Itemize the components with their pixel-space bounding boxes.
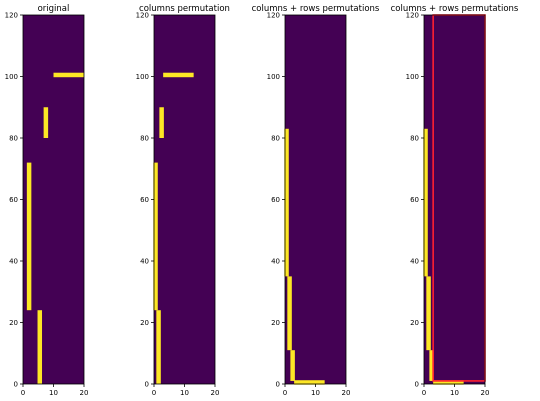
x-tick-label: 20 bbox=[342, 389, 351, 397]
y-tick-label: 60 bbox=[140, 196, 149, 204]
heatmap-segment-2 bbox=[426, 276, 431, 351]
y-tick-label: 100 bbox=[406, 73, 419, 81]
x-tick-label: 20 bbox=[211, 389, 220, 397]
panel-title: columns + rows permutations bbox=[252, 4, 380, 14]
y-tick-label: 0 bbox=[276, 381, 280, 389]
heatmap-background bbox=[285, 15, 346, 384]
panel-title: original bbox=[38, 4, 70, 14]
y-tick-label: 20 bbox=[9, 319, 18, 327]
y-tick-label: 20 bbox=[140, 319, 149, 327]
heatmap-segment-3 bbox=[290, 350, 295, 381]
y-tick-label: 80 bbox=[9, 135, 18, 143]
y-tick-label: 60 bbox=[271, 196, 280, 204]
y-tick-label: 120 bbox=[267, 12, 280, 20]
y-tick-label: 40 bbox=[9, 258, 18, 266]
y-tick-label: 60 bbox=[410, 196, 419, 204]
chart-panel-3: columns + rows permutations 0 10 20 0 20 40 60 8… bbox=[252, 4, 380, 397]
chart-panel-4: columns + rows permutations 0 10 20 0 20 40 60 8… bbox=[391, 4, 519, 397]
y-tick-label: 40 bbox=[140, 258, 149, 266]
heatmap-segment-1 bbox=[153, 162, 158, 311]
heatmap-segment-3 bbox=[43, 107, 49, 138]
y-tick-label: 80 bbox=[140, 135, 149, 143]
heatmap-segment-2 bbox=[287, 276, 292, 351]
y-tick-label: 20 bbox=[410, 319, 419, 327]
panel-title: columns + rows permutations bbox=[391, 4, 519, 14]
y-tick-label: 0 bbox=[415, 381, 419, 389]
y-tick-label: 120 bbox=[5, 12, 18, 20]
heatmap-segment-1 bbox=[423, 128, 428, 277]
y-tick-label: 0 bbox=[145, 381, 149, 389]
y-tick-label: 120 bbox=[136, 12, 149, 20]
x-tick-label: 0 bbox=[422, 389, 426, 397]
y-tick-label: 0 bbox=[14, 381, 18, 389]
x-tick-label: 10 bbox=[311, 389, 320, 397]
x-tick-label: 10 bbox=[49, 389, 58, 397]
y-tick-label: 100 bbox=[136, 73, 149, 81]
heatmap-background bbox=[424, 15, 485, 384]
y-tick-label: 40 bbox=[271, 258, 280, 266]
heatmap-segment-1 bbox=[26, 162, 32, 311]
y-tick-label: 80 bbox=[410, 135, 419, 143]
heatmap-segment-4 bbox=[294, 380, 325, 385]
x-tick-label: 20 bbox=[481, 389, 490, 397]
y-tick-label: 40 bbox=[410, 258, 419, 266]
x-tick-label: 20 bbox=[80, 389, 89, 397]
x-tick-label: 10 bbox=[180, 389, 189, 397]
x-tick-label: 0 bbox=[152, 389, 156, 397]
y-tick-label: 60 bbox=[9, 196, 18, 204]
heatmap-background bbox=[23, 15, 84, 384]
heatmap-segment-4 bbox=[433, 380, 464, 385]
heatmap-segment-1 bbox=[284, 128, 289, 277]
y-tick-label: 100 bbox=[5, 73, 18, 81]
chart-panel-2: columns permutation 0 10 20 0 20 40 60 80 100 120 bbox=[136, 4, 230, 397]
y-tick-label: 100 bbox=[267, 73, 280, 81]
heatmap-segment-2 bbox=[156, 310, 161, 384]
heatmap-segment-3 bbox=[429, 350, 434, 381]
y-tick-label: 80 bbox=[271, 135, 280, 143]
heatmap-segment-3 bbox=[159, 107, 164, 138]
y-tick-label: 20 bbox=[271, 319, 280, 327]
y-tick-label: 120 bbox=[406, 12, 419, 20]
heatmap-segment-4 bbox=[53, 72, 84, 78]
panel-title: columns permutation bbox=[139, 4, 230, 14]
heatmap-segment-2 bbox=[37, 310, 43, 384]
x-tick-label: 0 bbox=[21, 389, 25, 397]
heatmap-background bbox=[154, 15, 215, 384]
x-tick-label: 10 bbox=[450, 389, 459, 397]
chart-panel-1: original 0 10 20 0 20 40 60 80 100 120 bbox=[5, 4, 89, 397]
x-tick-label: 0 bbox=[283, 389, 287, 397]
heatmap-segment-4 bbox=[163, 72, 194, 78]
